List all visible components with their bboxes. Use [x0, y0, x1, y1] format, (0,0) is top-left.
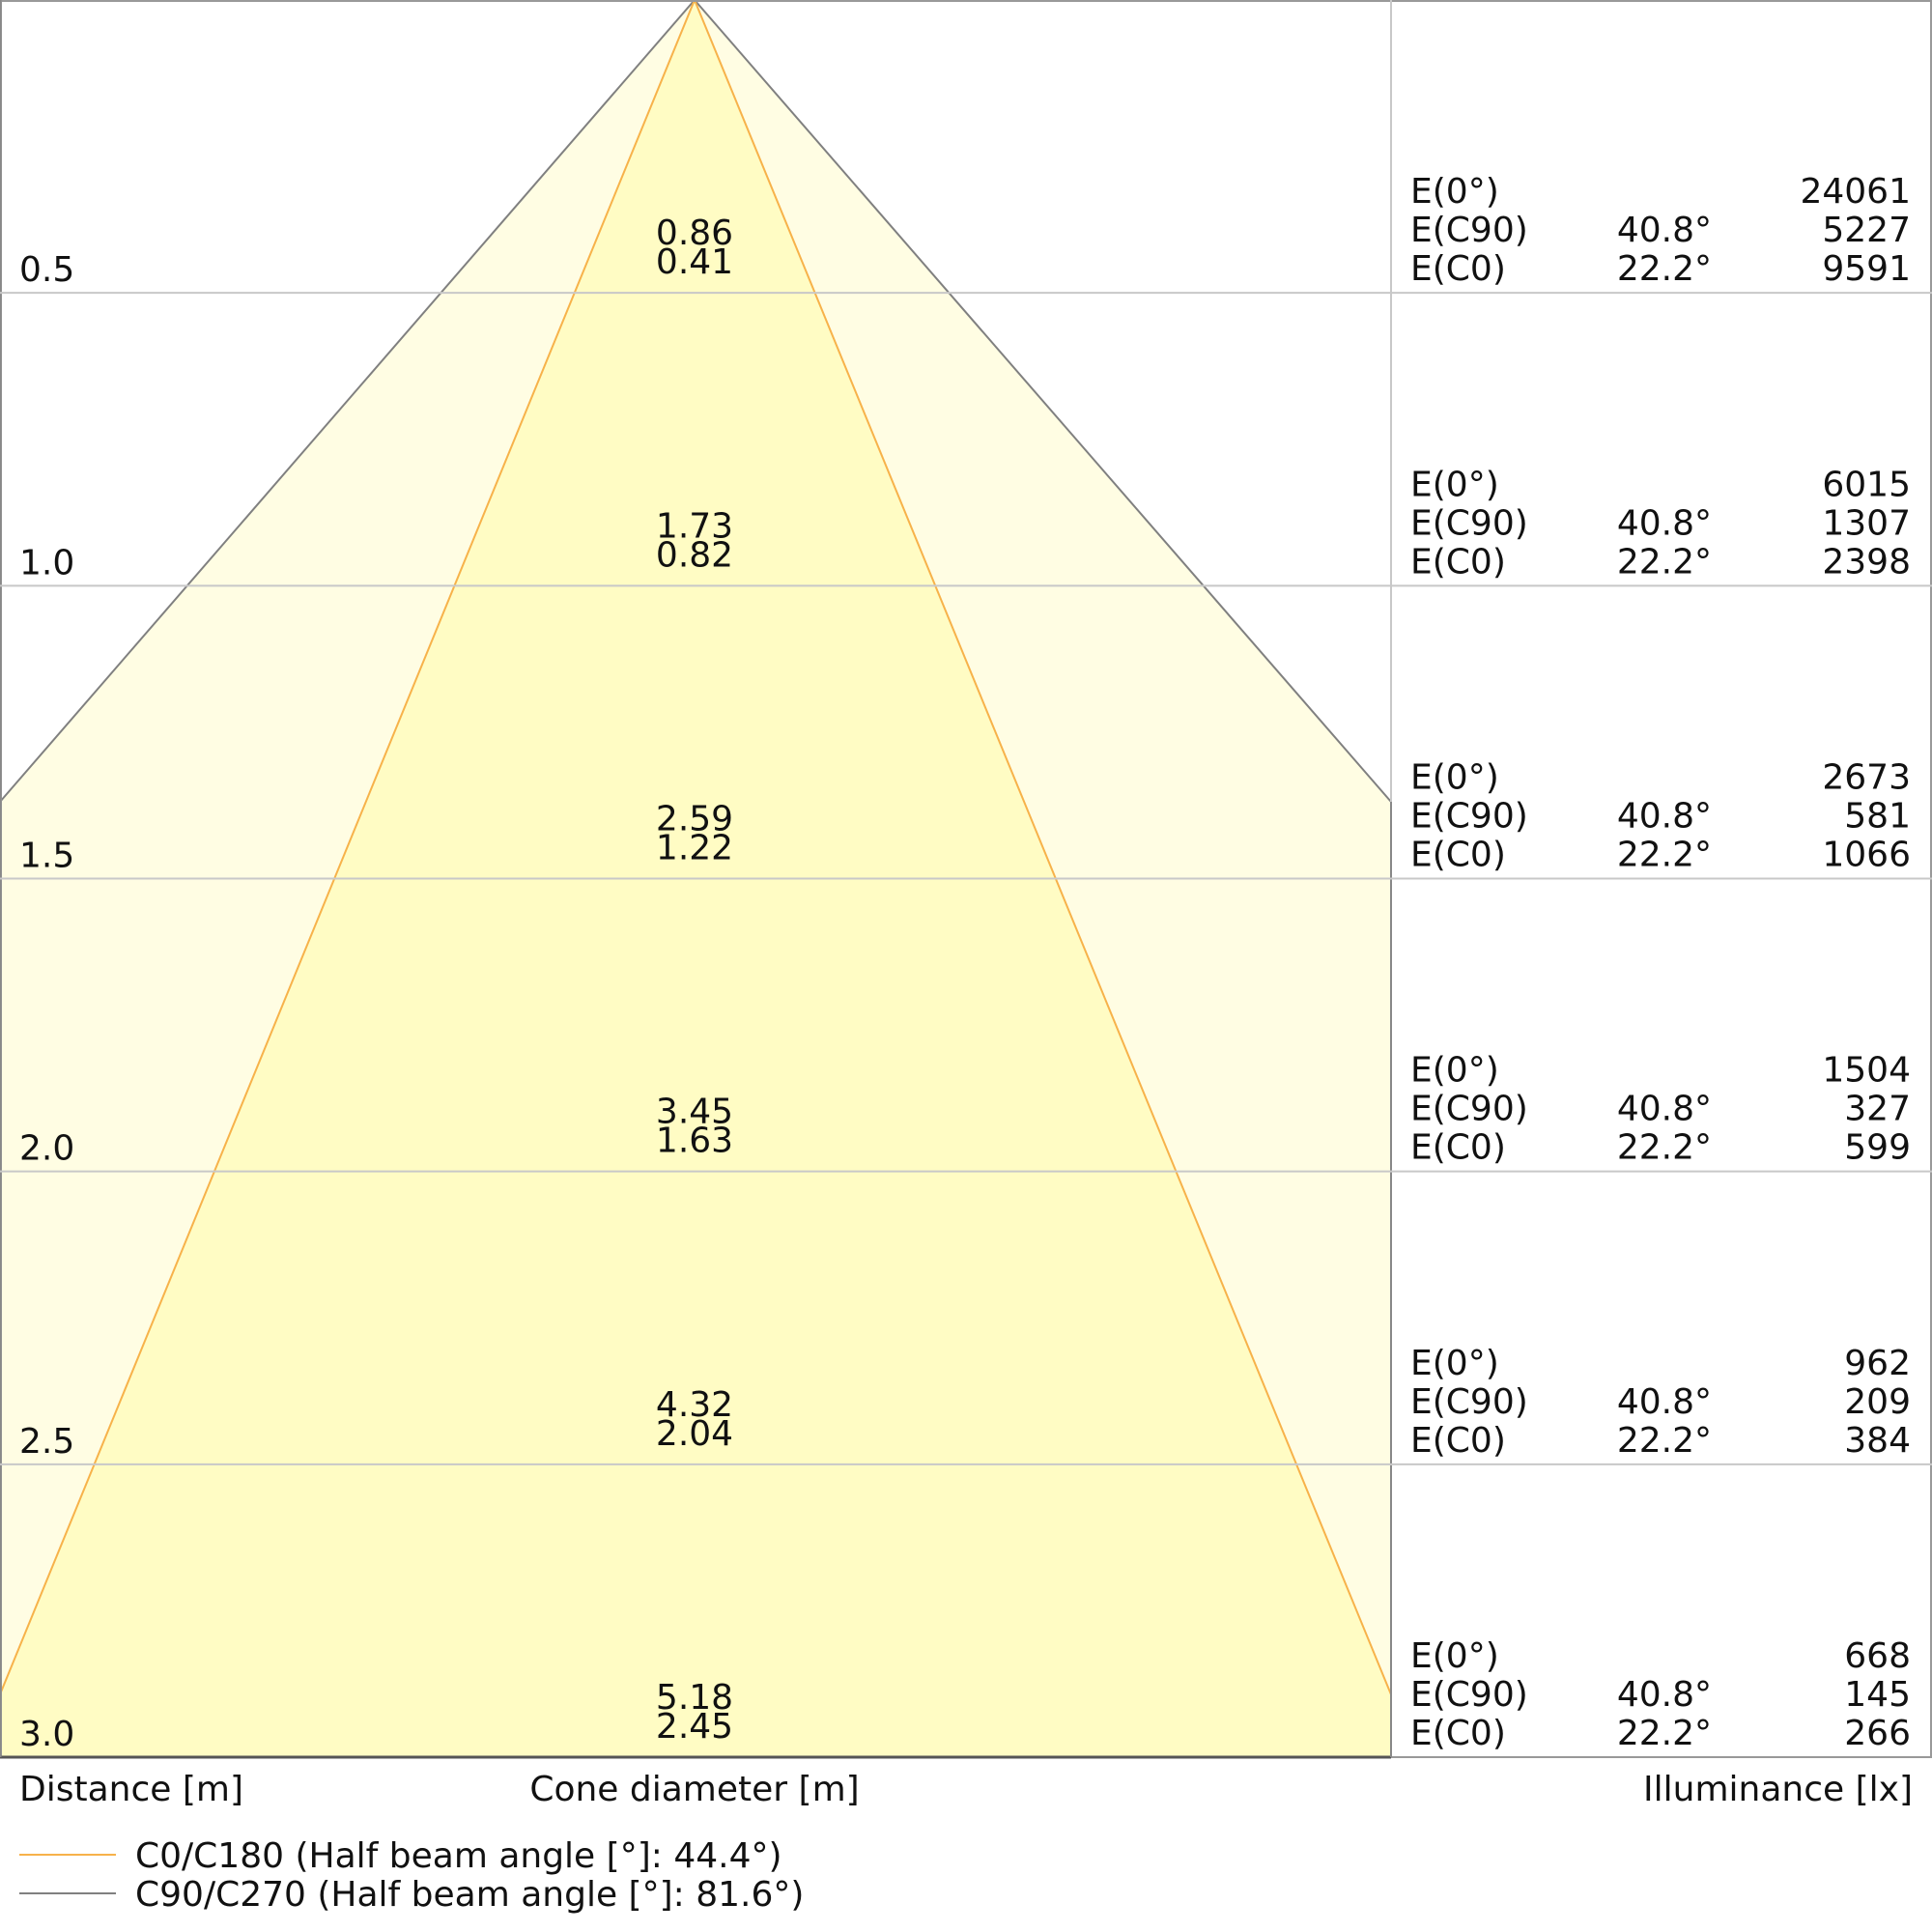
illuminance-e0-value: 6015: [1822, 465, 1911, 504]
cone-diameter-c90-label: 0.86: [656, 213, 733, 253]
distance-tick-label: 0.5: [19, 250, 74, 290]
illuminance-row-label: E(0°): [1410, 1051, 1499, 1091]
illuminance-e0-value: 668: [1844, 1636, 1911, 1676]
angle-c90-label: 40.8°: [1617, 1382, 1712, 1422]
illuminance-row-label: E(C90): [1410, 1675, 1528, 1715]
illuminance-ec0-value: 384: [1844, 1421, 1911, 1461]
distance-tick-label: 2.5: [19, 1422, 74, 1462]
angle-c0-label: 22.2°: [1617, 542, 1712, 582]
illuminance-ec90-value: 327: [1844, 1090, 1911, 1129]
cone-diameter-c90-label: 1.73: [656, 506, 733, 546]
illuminance-ec90-value: 1307: [1822, 503, 1911, 543]
illuminance-ec0-value: 1066: [1822, 836, 1911, 875]
illuminance-e0-value: 24061: [1800, 172, 1911, 212]
angle-c0-label: 22.2°: [1617, 836, 1712, 875]
illuminance-row-label: E(0°): [1410, 1636, 1499, 1676]
x-axis-label-distance: Distance [m]: [19, 1770, 243, 1809]
illuminance-row-label: E(0°): [1410, 172, 1499, 212]
illuminance-ec0-value: 266: [1844, 1714, 1911, 1753]
cone-diameter-c0-label: 2.45: [656, 1707, 733, 1747]
cone-diameter-c0-label: 2.04: [656, 1414, 733, 1454]
illuminance-row-label: E(0°): [1410, 1344, 1499, 1383]
illuminance-e0-value: 2673: [1822, 758, 1911, 798]
angle-c90-label: 40.8°: [1617, 211, 1712, 250]
angle-c90-label: 40.8°: [1617, 797, 1712, 837]
cone-diameter-c90-label: 5.18: [656, 1678, 733, 1718]
illuminance-e0-value: 1504: [1822, 1051, 1911, 1091]
distance-tick-label: 2.0: [19, 1129, 74, 1169]
illuminance-ec0-value: 9591: [1822, 249, 1911, 289]
c90-cone-edge: [0, 0, 1391, 803]
illuminance-row-label: E(C0): [1410, 542, 1506, 582]
illuminance-row-label: E(C0): [1410, 1421, 1506, 1461]
angle-c90-label: 40.8°: [1617, 1675, 1712, 1715]
illuminance-row-label: E(C0): [1410, 1714, 1506, 1753]
distance-tick-label: 3.0: [19, 1715, 74, 1754]
angle-c90-label: 40.8°: [1617, 503, 1712, 543]
angle-c0-label: 22.2°: [1617, 1421, 1712, 1461]
x-axis-label-cone-diameter: Cone diameter [m]: [529, 1770, 859, 1809]
x-axis-label-illuminance: Illuminance [lx]: [1643, 1770, 1913, 1809]
cone-diameter-c0-label: 0.41: [656, 242, 733, 282]
illuminance-row-label: E(C0): [1410, 1128, 1506, 1168]
illuminance-ec0-value: 599: [1844, 1128, 1911, 1168]
illuminance-row-label: E(0°): [1410, 465, 1499, 504]
cone-diameter-c0-label: 1.63: [656, 1122, 733, 1161]
illuminance-ec90-value: 209: [1844, 1382, 1911, 1422]
illuminance-ec0-value: 2398: [1822, 542, 1911, 582]
legend-label-c0: C0/C180 (Half beam angle [°]: 44.4°): [135, 1836, 782, 1876]
illuminance-row-label: E(C0): [1410, 836, 1506, 875]
illuminance-row-label: E(C90): [1410, 1382, 1528, 1422]
cone-diameter-c90-label: 4.32: [656, 1385, 733, 1425]
angle-c0-label: 22.2°: [1617, 1128, 1712, 1168]
illuminance-row-label: E(C0): [1410, 249, 1506, 289]
illuminance-ec90-value: 5227: [1822, 211, 1911, 250]
distance-tick-label: 1.5: [19, 837, 74, 876]
cone-diameter-c90-label: 3.45: [656, 1093, 733, 1132]
illuminance-row-label: E(C90): [1410, 503, 1528, 543]
angle-c0-label: 22.2°: [1617, 1714, 1712, 1753]
illuminance-row-label: E(C90): [1410, 1090, 1528, 1129]
distance-tick-label: 1.0: [19, 543, 74, 582]
angle-c90-label: 40.8°: [1617, 1090, 1712, 1129]
cone-diameter-c0-label: 1.22: [656, 829, 733, 868]
cone-diameter-c0-label: 0.82: [656, 535, 733, 575]
illuminance-ec90-value: 581: [1844, 797, 1911, 837]
illuminance-row-label: E(C90): [1410, 797, 1528, 837]
illuminance-e0-value: 962: [1844, 1344, 1911, 1383]
legend-label-c90: C90/C270 (Half beam angle [°]: 81.6°): [135, 1875, 804, 1915]
illuminance-row-label: E(0°): [1410, 758, 1499, 798]
illuminance-row-label: E(C90): [1410, 211, 1528, 250]
cone-diameter-c90-label: 2.59: [656, 800, 733, 839]
angle-c0-label: 22.2°: [1617, 249, 1712, 289]
illuminance-ec90-value: 145: [1844, 1675, 1911, 1715]
